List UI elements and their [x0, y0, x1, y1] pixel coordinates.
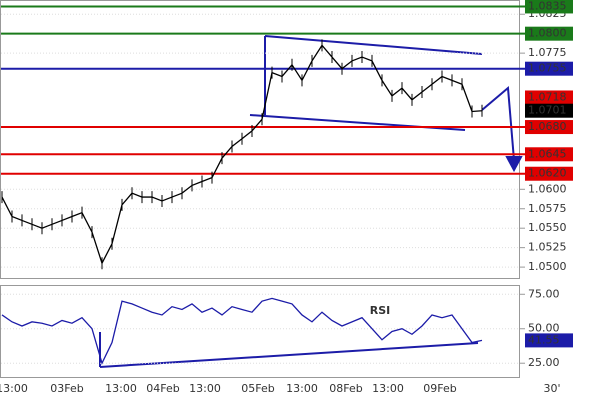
price-box-label: 1.0701 — [528, 104, 567, 117]
level-box — [525, 120, 573, 135]
y-tick-label: 1.0525 — [528, 241, 567, 254]
y-tick-label: 50.00 — [528, 322, 560, 335]
main-panel — [0, 0, 520, 279]
trend-line — [264, 35, 483, 55]
x-tick-label: 04Feb — [146, 382, 179, 395]
x-tick-label: 13:00 — [0, 382, 28, 395]
level-label: 1.0835 — [528, 0, 567, 12]
x-tick-label: 13:00 — [105, 382, 137, 395]
price-box — [525, 333, 573, 348]
x-tick-label: 30' — [543, 382, 560, 395]
y-tick-label: 1.0550 — [528, 221, 567, 234]
y-tick-label: 1.0575 — [528, 202, 567, 215]
x-tick-label: 09Feb — [423, 382, 456, 395]
y-tick-label: 75.00 — [528, 287, 560, 300]
x-tick-label: 13:00 — [286, 382, 318, 395]
rsi-panel — [0, 285, 520, 378]
x-tick-label: 03Feb — [50, 382, 83, 395]
y-tick-label: 25.00 — [528, 356, 560, 369]
arrow-head — [505, 156, 523, 173]
level-label: 1.0680 — [528, 120, 567, 133]
x-tick-label: 05Feb — [241, 382, 274, 395]
series-line — [1, 297, 483, 366]
rsi-title: RSI — [370, 304, 391, 317]
price-box-label: 1.0718 — [528, 90, 567, 103]
x-tick-label: 08Feb — [329, 382, 362, 395]
level-label: 1.0620 — [528, 167, 567, 180]
price-box-label: 41.55 — [528, 333, 560, 346]
y-tick-label: 1.0600 — [528, 182, 567, 195]
x-tick-label: 13:00 — [189, 382, 221, 395]
level-box — [525, 61, 573, 76]
level-box — [525, 147, 573, 162]
level-box — [525, 0, 573, 14]
level-box — [525, 26, 573, 41]
x-tick-label: 13:00 — [372, 382, 404, 395]
level-box — [525, 166, 573, 181]
y-tick-label: 1.0500 — [528, 260, 567, 273]
y-tick-label: 1.0775 — [528, 46, 567, 59]
price-box — [525, 90, 573, 105]
price-box — [525, 103, 573, 118]
level-label: 1.0645 — [528, 147, 567, 160]
level-label: 1.0755 — [528, 62, 567, 75]
level-label: 1.0800 — [528, 27, 567, 40]
forecast-arrow — [481, 85, 515, 161]
